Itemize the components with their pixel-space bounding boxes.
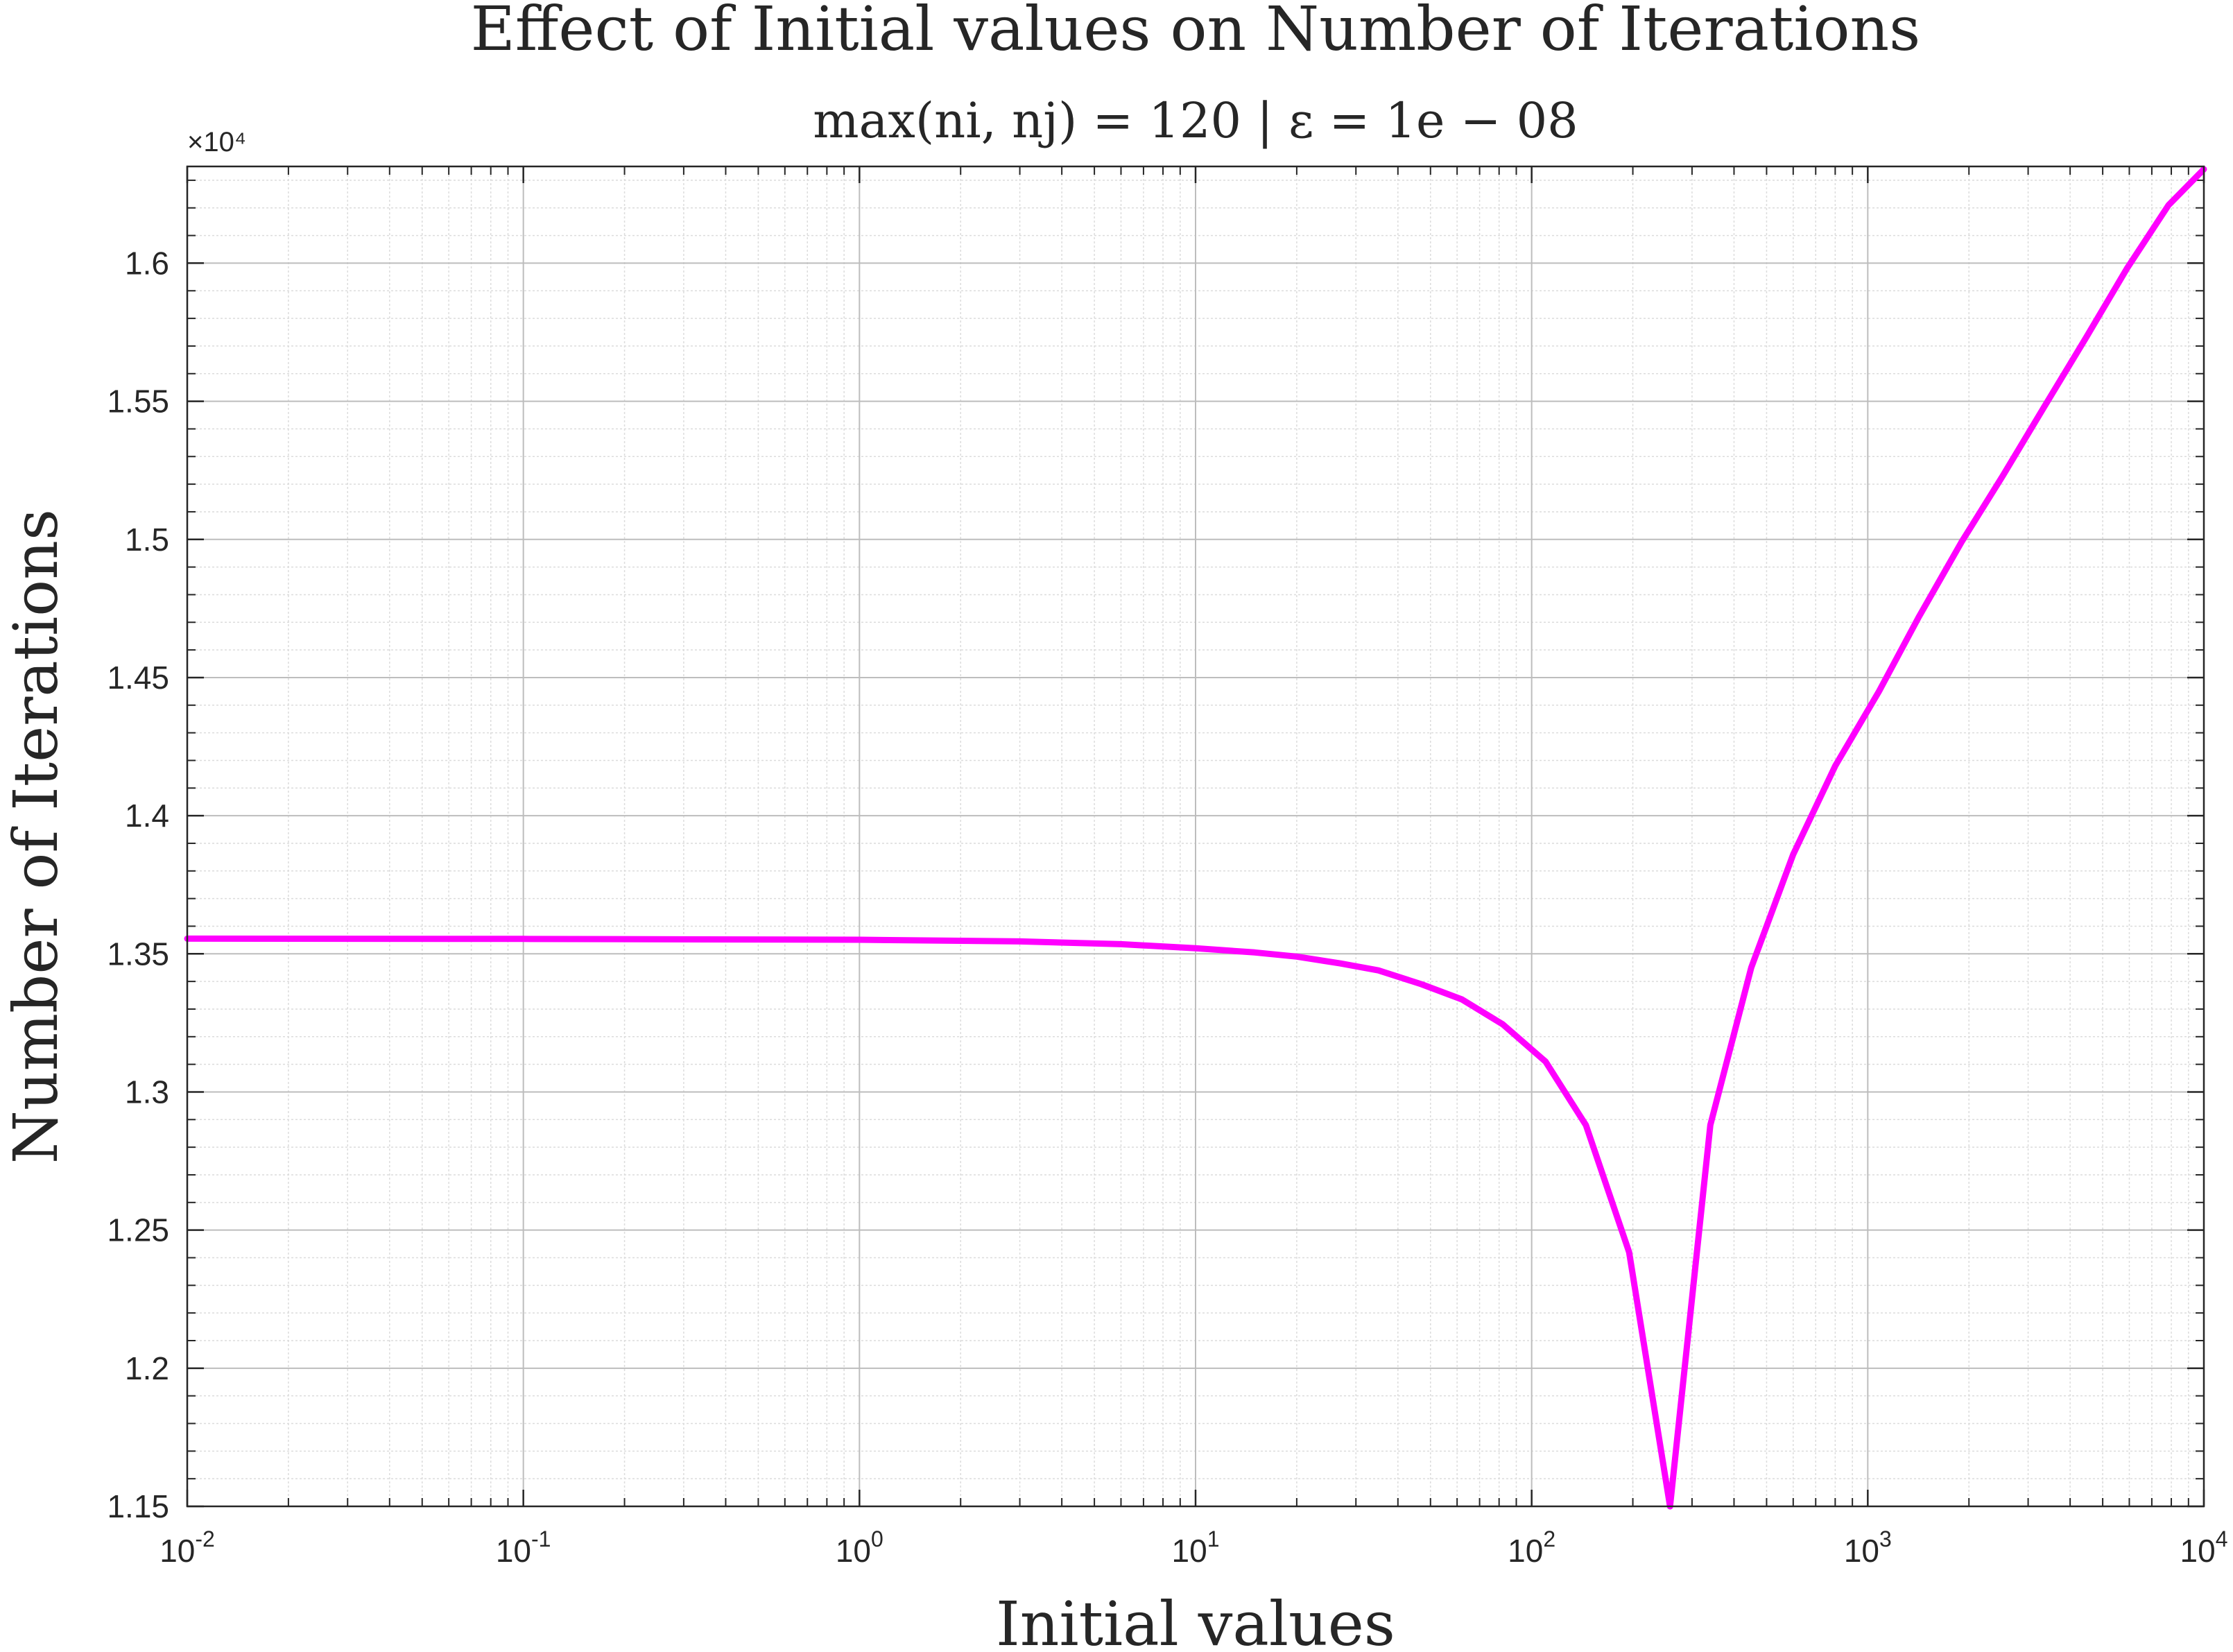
- y-tick-label: 1.6: [125, 245, 169, 281]
- y-tick-label: 1.5: [125, 522, 169, 558]
- plot-frame: [186, 165, 2205, 1508]
- y-tick-label: 1.2: [125, 1350, 169, 1386]
- y-tick-label: 1.25: [107, 1212, 169, 1248]
- x-tick-label: 10-2: [160, 1526, 215, 1569]
- x-tick-label: 100: [836, 1526, 883, 1569]
- x-tick-label: 103: [1844, 1526, 1892, 1569]
- series-line: [184, 166, 2207, 1510]
- chart-title: Effect of Initial values on Number of It…: [471, 0, 1921, 64]
- y-tick-labels: 1.15 1.2 1.25 1.3 1.35 1.4 1.45 1.5 1.55 1.6: [107, 245, 169, 1524]
- y-tick-label: 1.35: [107, 936, 169, 972]
- x-tick-label: 101: [1172, 1526, 1220, 1569]
- y-tick-label: 1.55: [107, 384, 169, 420]
- x-axis-label: Initial values: [996, 1588, 1395, 1652]
- major-grid: [187, 166, 2205, 1507]
- x-tick-label: 102: [1508, 1526, 1555, 1569]
- x-tick-label: 104: [2180, 1526, 2228, 1569]
- y-exponent-label: ×10⁴: [187, 127, 246, 157]
- y-tick-label: 1.15: [107, 1488, 169, 1524]
- y-axis-label: Number of Iterations: [0, 509, 71, 1164]
- y-tick-label: 1.3: [125, 1074, 169, 1110]
- chart-subtitle: max(ni, nj) = 120 | ε = 1e − 08: [813, 92, 1578, 149]
- x-tick-labels: 10-2 10-1 100 101 102 103 104: [160, 1526, 2227, 1569]
- y-tick-label: 1.4: [125, 798, 169, 834]
- x-tick-label: 10-1: [496, 1526, 551, 1569]
- y-tick-label: 1.45: [107, 660, 169, 696]
